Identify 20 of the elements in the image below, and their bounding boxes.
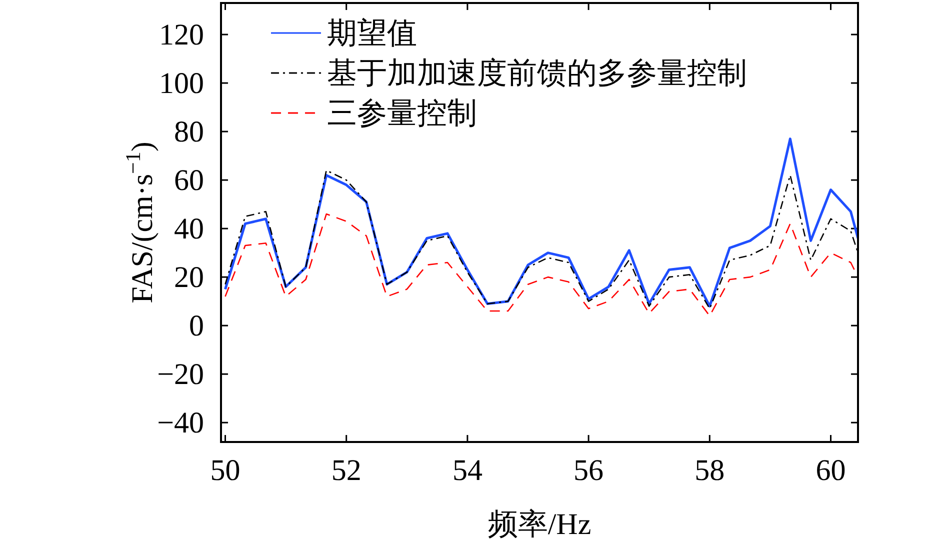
- x-axis-title: 频率/Hz: [488, 508, 592, 541]
- x-tick-label: 60: [816, 454, 846, 487]
- x-tick-label: 52: [331, 454, 362, 487]
- y-tick-label: 0: [189, 310, 204, 343]
- legend-label: 三参量控制: [327, 97, 477, 130]
- x-tick-label: 58: [694, 454, 725, 487]
- y-tick-label: 120: [159, 18, 204, 52]
- x-tick-label: 50: [210, 454, 240, 487]
- y-tick-label: 40: [174, 212, 204, 246]
- legend-label: 基于加加速度前馈的多参量控制: [327, 57, 747, 90]
- y-tick-label: 60: [174, 164, 204, 198]
- line-series: [224, 213, 858, 317]
- legend-label: 期望值: [327, 17, 417, 50]
- x-tick-label: 54: [452, 454, 482, 487]
- y-tick-label: −20: [157, 358, 204, 392]
- y-tick-label: 80: [174, 116, 204, 149]
- y-tick-label: 100: [159, 67, 204, 100]
- y-tick-label: 20: [174, 261, 204, 294]
- x-tick-label: 56: [574, 454, 604, 487]
- y-tick-label: −40: [157, 406, 204, 440]
